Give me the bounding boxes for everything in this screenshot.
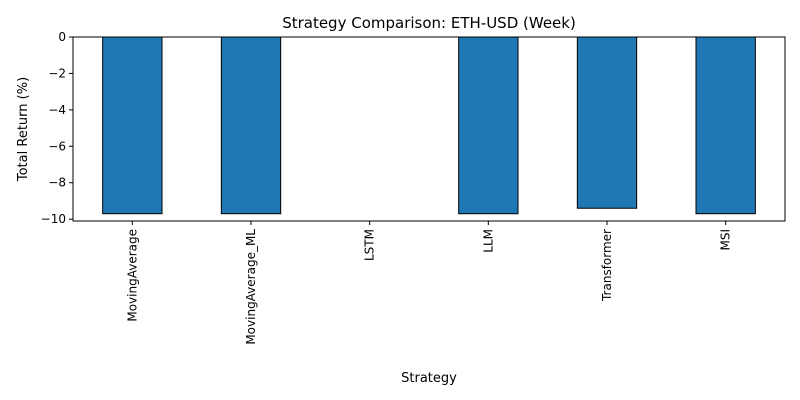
y-tick-label: −2: [48, 66, 66, 80]
x-axis-label: Strategy: [401, 371, 457, 386]
x-tick-label: LSTM: [363, 229, 377, 261]
x-tick-label: Transformer: [600, 229, 614, 302]
bar-msi: [695, 36, 756, 215]
y-tick-label: 0: [58, 30, 66, 44]
bars-group: [102, 36, 756, 215]
bar-movingaverage-ml: [220, 36, 282, 215]
y-axis-label: Total Return (%): [16, 77, 31, 182]
y-tick-label: −4: [48, 103, 66, 117]
bar-transformer: [576, 36, 638, 209]
y-tick-label: −6: [48, 139, 66, 153]
bar-llm: [458, 36, 519, 215]
chart-title: Strategy Comparison: ETH-USD (Week): [282, 14, 576, 32]
bar-movingaverage: [102, 36, 163, 215]
x-tick-label: MovingAverage: [125, 229, 139, 322]
x-tick-label: LLM: [481, 229, 495, 253]
y-axis: 0 −2 −4 −6 −8 −10: [41, 30, 73, 226]
x-axis: MovingAverage MovingAverage_ML LSTM LLM Tran…: [125, 221, 733, 345]
plot-frame: [72, 36, 786, 222]
x-tick-label: MovingAverage_ML: [244, 229, 258, 345]
y-tick-label: −10: [41, 212, 66, 226]
y-tick-label: −8: [48, 176, 66, 190]
x-tick-label: MSI: [719, 229, 733, 251]
